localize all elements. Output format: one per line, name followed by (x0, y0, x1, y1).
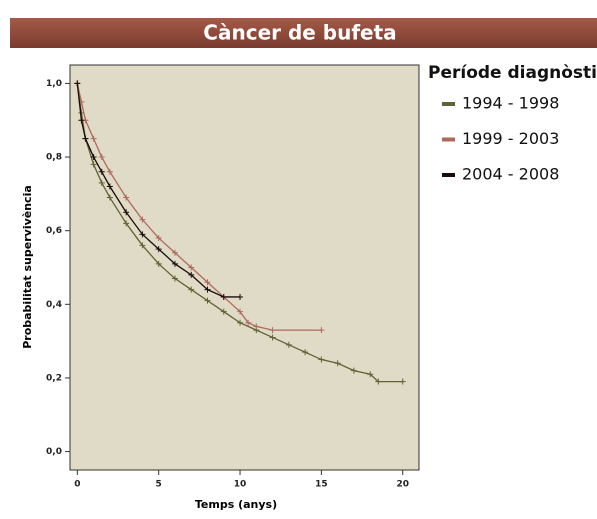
censor-mark (98, 168, 105, 175)
censor-mark (237, 319, 244, 326)
y-tick-label: 0,0 (46, 447, 62, 457)
title-banner (10, 18, 597, 48)
censor-mark (367, 371, 374, 378)
censor-mark (155, 246, 162, 253)
y-axis-label: Probabilitat supervivència (21, 185, 34, 349)
censor-mark (399, 378, 406, 385)
x-tick-label: 20 (396, 480, 409, 490)
censor-mark (220, 308, 227, 315)
censor-mark (237, 308, 244, 315)
censor-mark (155, 260, 162, 267)
censor-mark (171, 249, 178, 256)
censor-mark (78, 117, 85, 124)
censor-mark (106, 168, 113, 175)
censor-mark (302, 349, 309, 356)
censor-mark (318, 327, 325, 334)
plot-area (69, 64, 420, 471)
censor-mark (139, 216, 146, 223)
censor-mark (74, 80, 81, 87)
censor-mark (334, 360, 341, 367)
censor-mark (204, 279, 211, 286)
legend-label: 1994 - 1998 (462, 94, 559, 113)
censor-mark (171, 260, 178, 267)
censor-mark (98, 179, 105, 186)
censor-mark (139, 231, 146, 238)
censor-mark (204, 297, 211, 304)
censor-mark (98, 154, 105, 161)
x-tick-label: 0 (74, 480, 80, 490)
y-tick-label: 1,0 (46, 79, 62, 89)
censor-mark (237, 293, 244, 300)
x-tick-label: 15 (315, 480, 328, 490)
survival-line (76, 83, 403, 383)
censor-mark (106, 194, 113, 201)
censor-mark (188, 264, 195, 271)
y-tick-label: 0,8 (46, 153, 62, 163)
censor-mark (188, 271, 195, 278)
censor-mark (253, 323, 260, 330)
censor-mark (269, 334, 276, 341)
legend-title: Període diagnòstic (428, 63, 597, 83)
survival-line (76, 83, 241, 298)
censor-mark (123, 220, 130, 227)
y-tick-label: 0,6 (46, 226, 62, 236)
censor-mark (204, 286, 211, 293)
censor-mark (90, 135, 97, 142)
censor-mark (82, 135, 89, 142)
y-tick-label: 0,4 (46, 300, 62, 310)
legend-label: 1999 - 2003 (462, 129, 559, 148)
x-tick-label: 5 (156, 480, 162, 490)
censor-mark (318, 356, 325, 363)
censor-mark (245, 319, 252, 326)
censor-mark (90, 154, 97, 161)
y-tick-label: 0,2 (46, 373, 62, 383)
censor-mark (188, 286, 195, 293)
censor-mark (220, 293, 227, 300)
censor-mark (106, 183, 113, 190)
censor-mark (155, 235, 162, 242)
chart-title: Càncer de bufeta (203, 21, 396, 45)
censor-mark (269, 327, 276, 334)
censor-mark (123, 209, 130, 216)
survival-line (76, 83, 322, 331)
censor-mark (123, 194, 130, 201)
legend-label: 2004 - 2008 (462, 165, 559, 184)
censor-mark (350, 367, 357, 374)
x-axis-label: Temps (anys) (195, 498, 277, 511)
censor-mark (171, 275, 178, 282)
censor-mark (139, 242, 146, 249)
censor-mark (90, 161, 97, 168)
censor-mark (285, 341, 292, 348)
x-tick-label: 10 (234, 480, 247, 490)
censor-mark (375, 378, 382, 385)
